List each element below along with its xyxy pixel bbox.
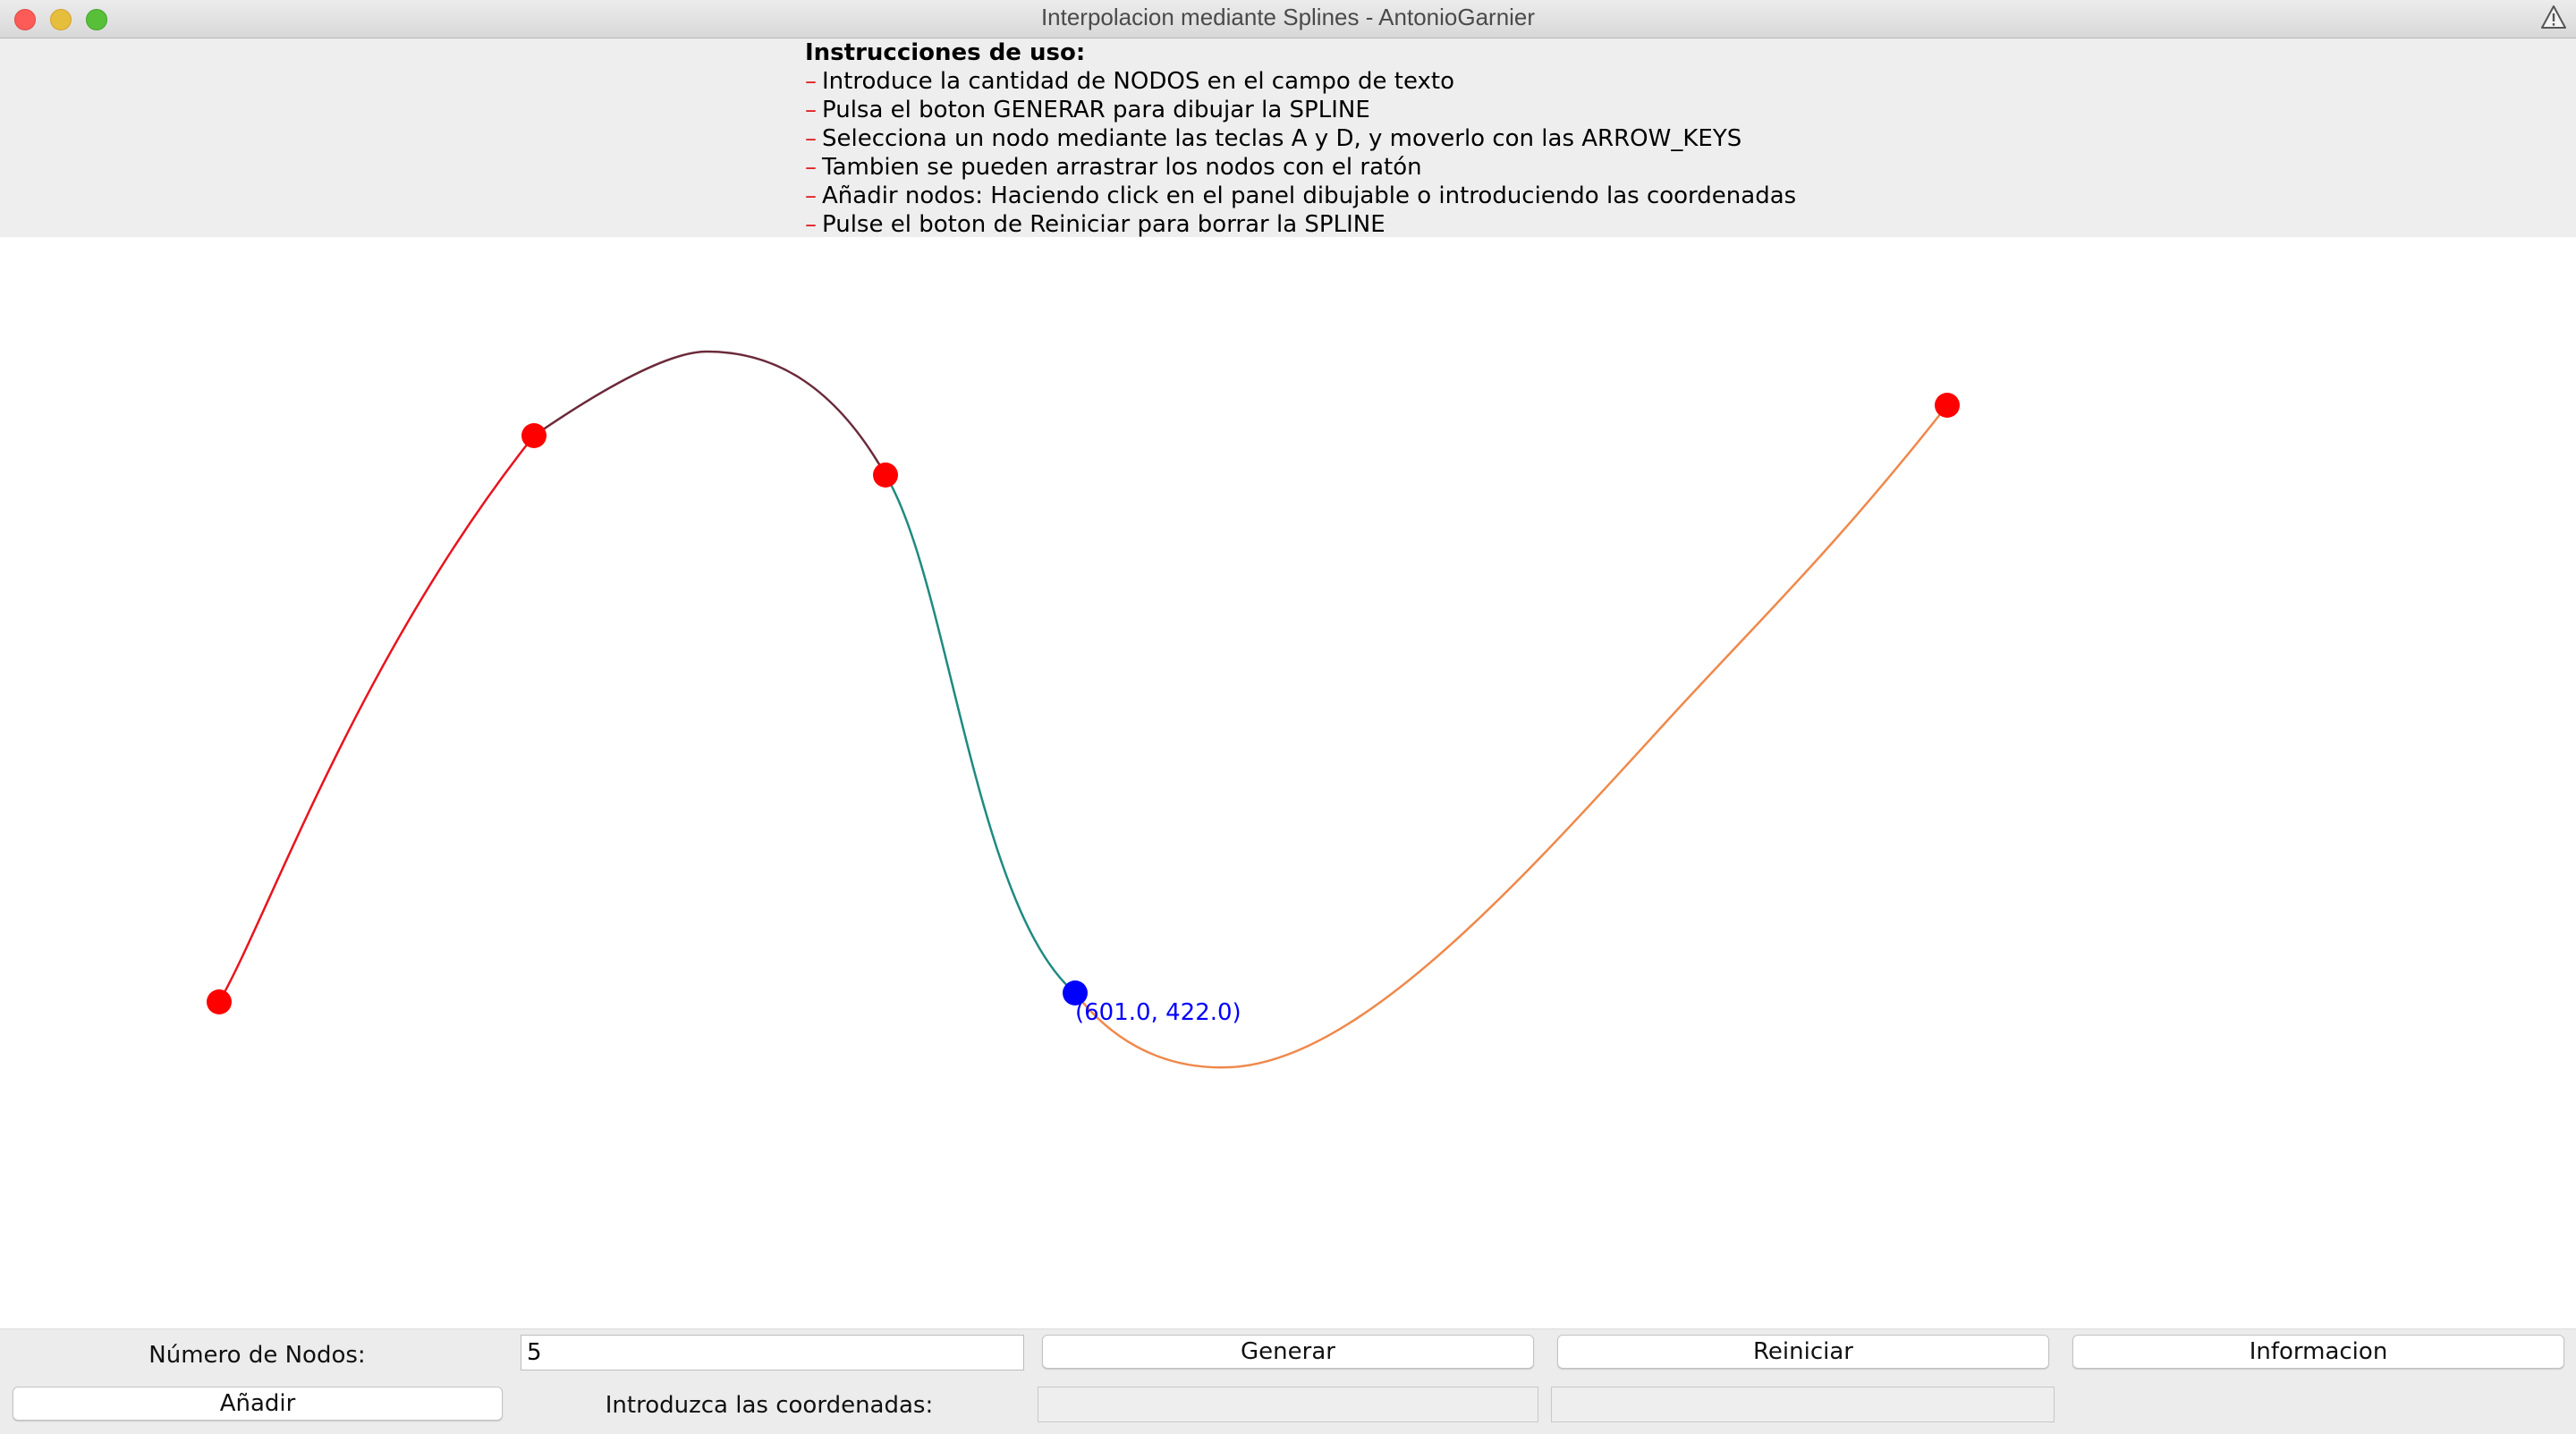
coordinate-y-input[interactable] [1551,1387,2055,1422]
instructions-text: Instrucciones de uso: – Introduce la cant… [805,38,1796,239]
instruction-line: – Pulsa el boton GENERAR para dibujar la … [805,96,1796,124]
num-nodes-label: Número de Nodos: [148,1342,366,1369]
instruction-text: Pulse el boton de Reiniciar para borrar … [822,211,1385,238]
minimize-window-button[interactable] [50,9,72,30]
selected-spline-node[interactable] [1063,980,1088,1005]
warning-icon [2541,5,2566,29]
spline-node[interactable] [207,989,232,1014]
instruction-line: – Añadir nodos: Haciendo click en el pane… [805,182,1796,210]
spline-drawing[interactable]: (601.0, 422.0) [0,237,2576,1328]
instructions-heading: Instrucciones de uso: [805,39,1086,66]
bullet-dash: – [805,182,817,209]
bullet-dash: – [805,154,817,181]
spline-segment [533,350,887,476]
reset-button[interactable]: Reiniciar [1557,1335,2049,1369]
num-nodes-input[interactable]: 5 [521,1335,1024,1370]
close-window-button[interactable] [14,9,36,30]
instruction-line: – Introduce la cantidad de NODOS en el ca… [805,67,1796,96]
maximize-window-button[interactable] [86,9,107,30]
coordinate-x-input[interactable] [1038,1387,1538,1422]
controls-panel: Número de Nodos: 5 Generar Reiniciar Inf… [0,1328,2576,1434]
bullet-dash: – [805,68,817,95]
bullet-dash: – [805,97,817,123]
instruction-text: Introduce la cantidad de NODOS en el cam… [822,68,1455,95]
title-bar: Interpolacion mediante Splines - Antonio… [0,0,2576,38]
instruction-text: Tambien se pueden arrastrar los nodos co… [822,154,1422,181]
info-button[interactable]: Informacion [2072,1335,2564,1369]
coordinates-label: Introduzca las coordenadas: [605,1392,934,1419]
instruction-line: – Tambien se pueden arrastrar los nodos c… [805,153,1796,182]
instruction-text: Selecciona un nodo mediante las teclas A… [822,125,1742,152]
spline-node[interactable] [521,423,547,448]
instruction-text: Pulsa el boton GENERAR para dibujar la S… [822,97,1370,123]
instruction-line: – Selecciona un nodo mediante las teclas … [805,124,1796,153]
spline-node[interactable] [873,462,898,488]
generate-button[interactable]: Generar [1042,1335,1534,1369]
spline-segment [1074,404,1948,1069]
window-title: Interpolacion mediante Splines - Antonio… [1040,4,1536,30]
add-node-button[interactable]: Añadir [13,1387,503,1421]
instruction-text: Añadir nodos: Haciendo click en el panel… [822,182,1797,209]
spline-drawing-panel[interactable]: (601.0, 422.0) [0,237,2576,1328]
bullet-dash: – [805,211,817,238]
spline-segment [884,474,1076,994]
spline-node[interactable] [1935,393,1960,418]
spline-segment [217,435,535,1003]
instruction-line: – Pulse el boton de Reiniciar para borrar… [805,210,1796,239]
bullet-dash: – [805,125,817,152]
instructions-panel: Instrucciones de uso: – Introduce la cant… [0,38,2576,239]
selected-node-coordinates: (601.0, 422.0) [1075,999,1241,1026]
